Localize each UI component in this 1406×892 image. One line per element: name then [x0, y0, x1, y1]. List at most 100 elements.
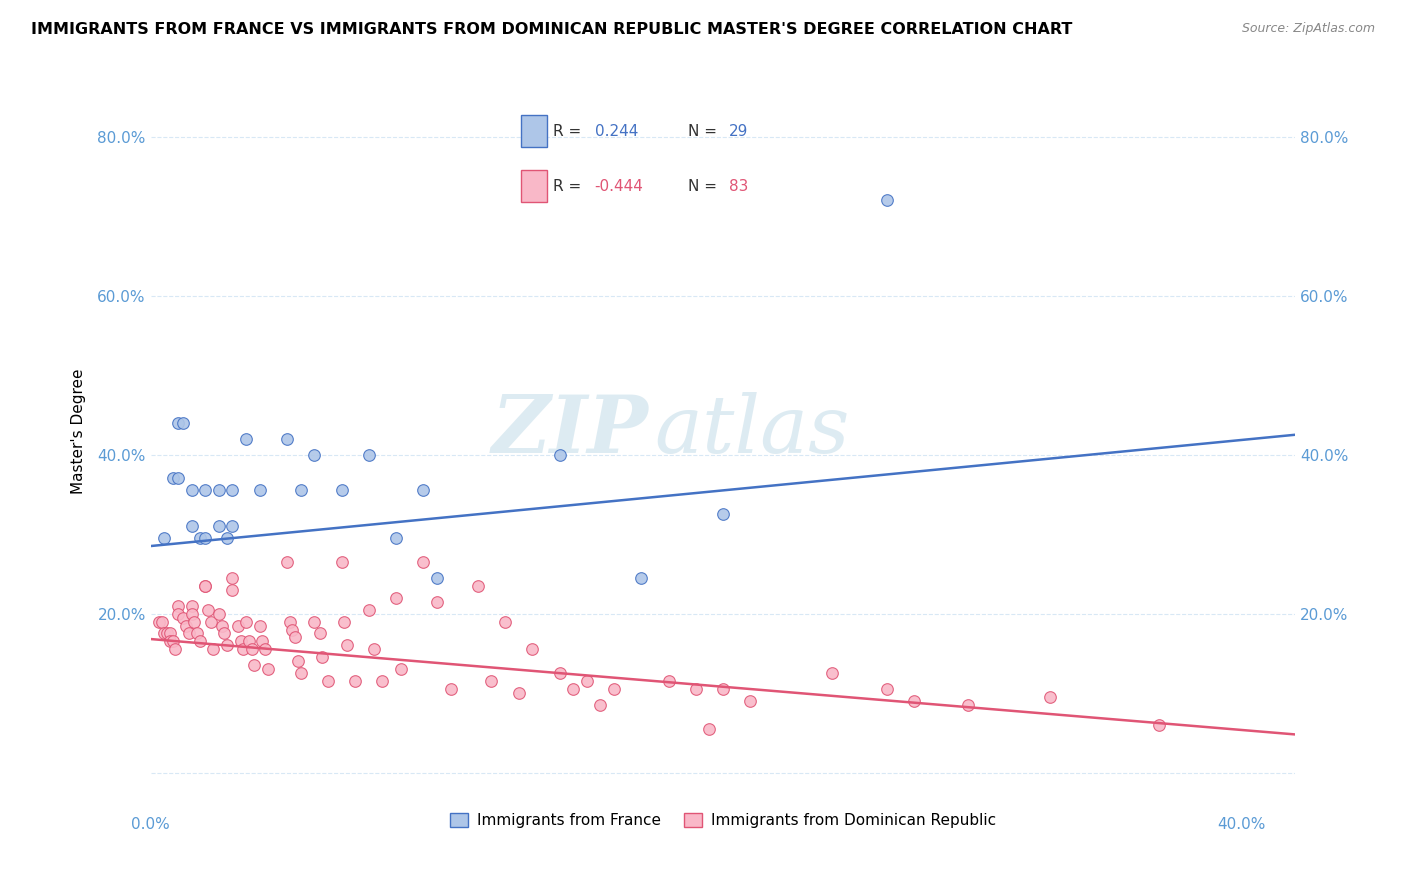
Legend: Immigrants from France, Immigrants from Dominican Republic: Immigrants from France, Immigrants from … — [443, 807, 1002, 835]
Text: Source: ZipAtlas.com: Source: ZipAtlas.com — [1241, 22, 1375, 36]
Point — [238, 634, 260, 648]
Y-axis label: Master's Degree: Master's Degree — [72, 368, 86, 493]
Point — [194, 579, 217, 593]
Text: ZIP: ZIP — [492, 392, 648, 469]
Point — [685, 682, 707, 697]
Point — [254, 642, 277, 657]
Point — [208, 483, 231, 498]
Point — [194, 579, 217, 593]
Point — [603, 682, 626, 697]
Point — [208, 519, 231, 533]
Point — [249, 618, 271, 632]
Point — [221, 519, 243, 533]
Point — [385, 591, 408, 605]
Point — [180, 519, 202, 533]
Point — [226, 618, 249, 632]
Point — [426, 571, 449, 585]
Point — [221, 571, 243, 585]
Point — [180, 483, 202, 498]
Point — [333, 615, 356, 629]
Point — [876, 682, 898, 697]
Text: 40.0%: 40.0% — [1216, 817, 1265, 832]
Point — [202, 642, 225, 657]
Point — [208, 607, 231, 621]
Point — [162, 634, 184, 648]
Point — [276, 432, 298, 446]
Point — [391, 662, 413, 676]
Point — [575, 674, 598, 689]
Point — [159, 626, 181, 640]
Point — [290, 483, 312, 498]
Point — [156, 626, 179, 640]
Point — [1147, 718, 1170, 732]
Point — [180, 599, 202, 613]
Point — [467, 579, 489, 593]
Point — [243, 658, 266, 673]
Point — [562, 682, 585, 697]
Point — [344, 674, 367, 689]
Point — [153, 531, 176, 545]
Point — [188, 531, 211, 545]
Point — [214, 626, 236, 640]
Point — [183, 615, 205, 629]
Point — [165, 642, 187, 657]
Point — [1039, 690, 1062, 704]
Point — [589, 698, 612, 712]
Point — [903, 694, 925, 708]
Point — [249, 483, 271, 498]
Text: 0.0%: 0.0% — [131, 817, 170, 832]
Point — [177, 626, 200, 640]
Point — [330, 555, 353, 569]
Point — [357, 602, 380, 616]
Point — [257, 662, 280, 676]
Point — [548, 666, 571, 681]
Point — [357, 448, 380, 462]
Point — [311, 650, 333, 665]
Point — [167, 416, 190, 430]
Point — [215, 531, 238, 545]
Point — [336, 639, 359, 653]
Point — [153, 626, 176, 640]
Point — [150, 615, 173, 629]
Point — [162, 471, 184, 485]
Text: IMMIGRANTS FROM FRANCE VS IMMIGRANTS FROM DOMINICAN REPUBLIC MASTER'S DEGREE COR: IMMIGRANTS FROM FRANCE VS IMMIGRANTS FRO… — [31, 22, 1073, 37]
Point — [316, 674, 339, 689]
Point — [159, 634, 181, 648]
Point — [494, 615, 516, 629]
Point — [821, 666, 844, 681]
Point — [180, 607, 202, 621]
Point — [148, 615, 170, 629]
Point — [363, 642, 385, 657]
Point — [200, 615, 222, 629]
Point — [174, 618, 197, 632]
Point — [188, 634, 211, 648]
Point — [167, 607, 190, 621]
Point — [284, 631, 307, 645]
Point — [221, 483, 243, 498]
Point — [252, 634, 274, 648]
Point — [426, 595, 449, 609]
Point — [235, 432, 257, 446]
Point — [439, 682, 461, 697]
Point — [235, 615, 257, 629]
Point — [167, 471, 190, 485]
Point — [508, 686, 530, 700]
Point — [172, 416, 194, 430]
Point — [186, 626, 208, 640]
Point — [221, 582, 243, 597]
Point — [308, 626, 330, 640]
Point — [194, 483, 217, 498]
Point — [658, 674, 681, 689]
Point — [699, 722, 721, 736]
Point — [290, 666, 312, 681]
Point — [197, 602, 219, 616]
Point — [281, 623, 304, 637]
Point — [412, 555, 434, 569]
Point — [481, 674, 503, 689]
Point — [229, 634, 252, 648]
Point — [522, 642, 544, 657]
Point — [167, 599, 190, 613]
Point — [276, 555, 298, 569]
Point — [876, 193, 898, 207]
Point — [630, 571, 652, 585]
